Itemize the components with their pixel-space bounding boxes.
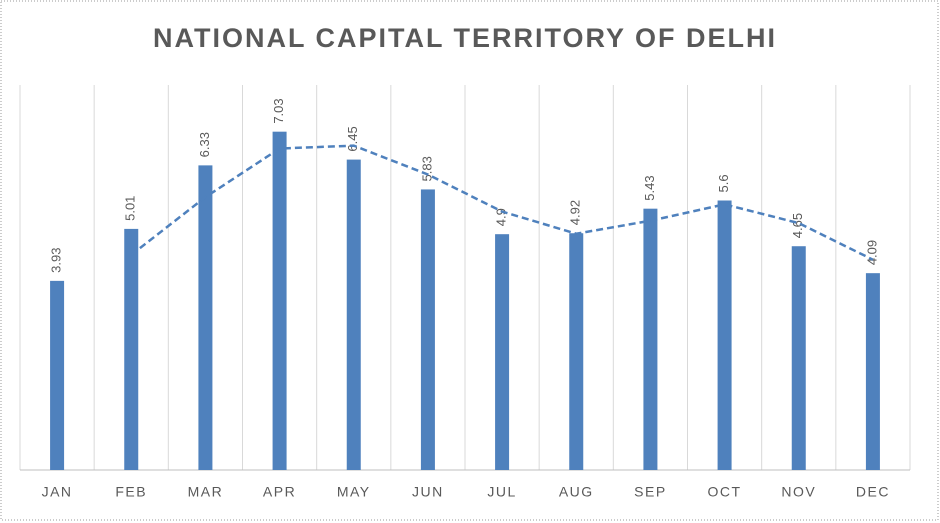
bar: [420, 189, 435, 470]
x-tick-label: JAN: [42, 484, 73, 500]
x-tick-label: MAY: [337, 484, 371, 500]
x-tick-label: NOV: [781, 484, 816, 500]
data-label: 6.45: [345, 126, 360, 151]
x-tick-label: AUG: [559, 484, 594, 500]
data-label: 6.33: [197, 132, 212, 157]
bar: [495, 234, 510, 470]
bar: [643, 208, 658, 470]
x-tick-label: MAR: [188, 484, 224, 500]
bar: [569, 233, 584, 470]
x-tick-label: APR: [263, 484, 296, 500]
data-label: 5.01: [123, 196, 138, 221]
x-tick-label: OCT: [708, 484, 742, 500]
chart-title: NATIONAL CAPITAL TERRITORY OF DELHI: [153, 23, 777, 53]
bar: [717, 200, 732, 470]
data-label: 3.93: [49, 248, 64, 273]
data-label: 4.92: [568, 200, 583, 225]
data-label: 4.65: [790, 213, 805, 238]
x-tick-label: SEP: [634, 484, 667, 500]
data-label: 4.09: [864, 240, 879, 265]
bar: [124, 228, 139, 470]
bar: [791, 246, 806, 470]
data-label: 5.83: [419, 156, 434, 181]
trend-line: [130, 144, 874, 261]
x-tick-label: DEC: [856, 484, 890, 500]
x-tick-label: FEB: [115, 484, 147, 500]
data-label: 5.6: [716, 174, 731, 192]
x-tick-label: JUL: [487, 484, 516, 500]
bar: [272, 131, 287, 470]
bar: [865, 273, 880, 470]
bar: [346, 159, 361, 470]
bar: [198, 165, 213, 470]
data-label: 7.03: [271, 98, 286, 123]
data-label: 5.43: [642, 175, 657, 200]
x-tick-label: JUN: [412, 484, 444, 500]
bar: [50, 280, 65, 470]
